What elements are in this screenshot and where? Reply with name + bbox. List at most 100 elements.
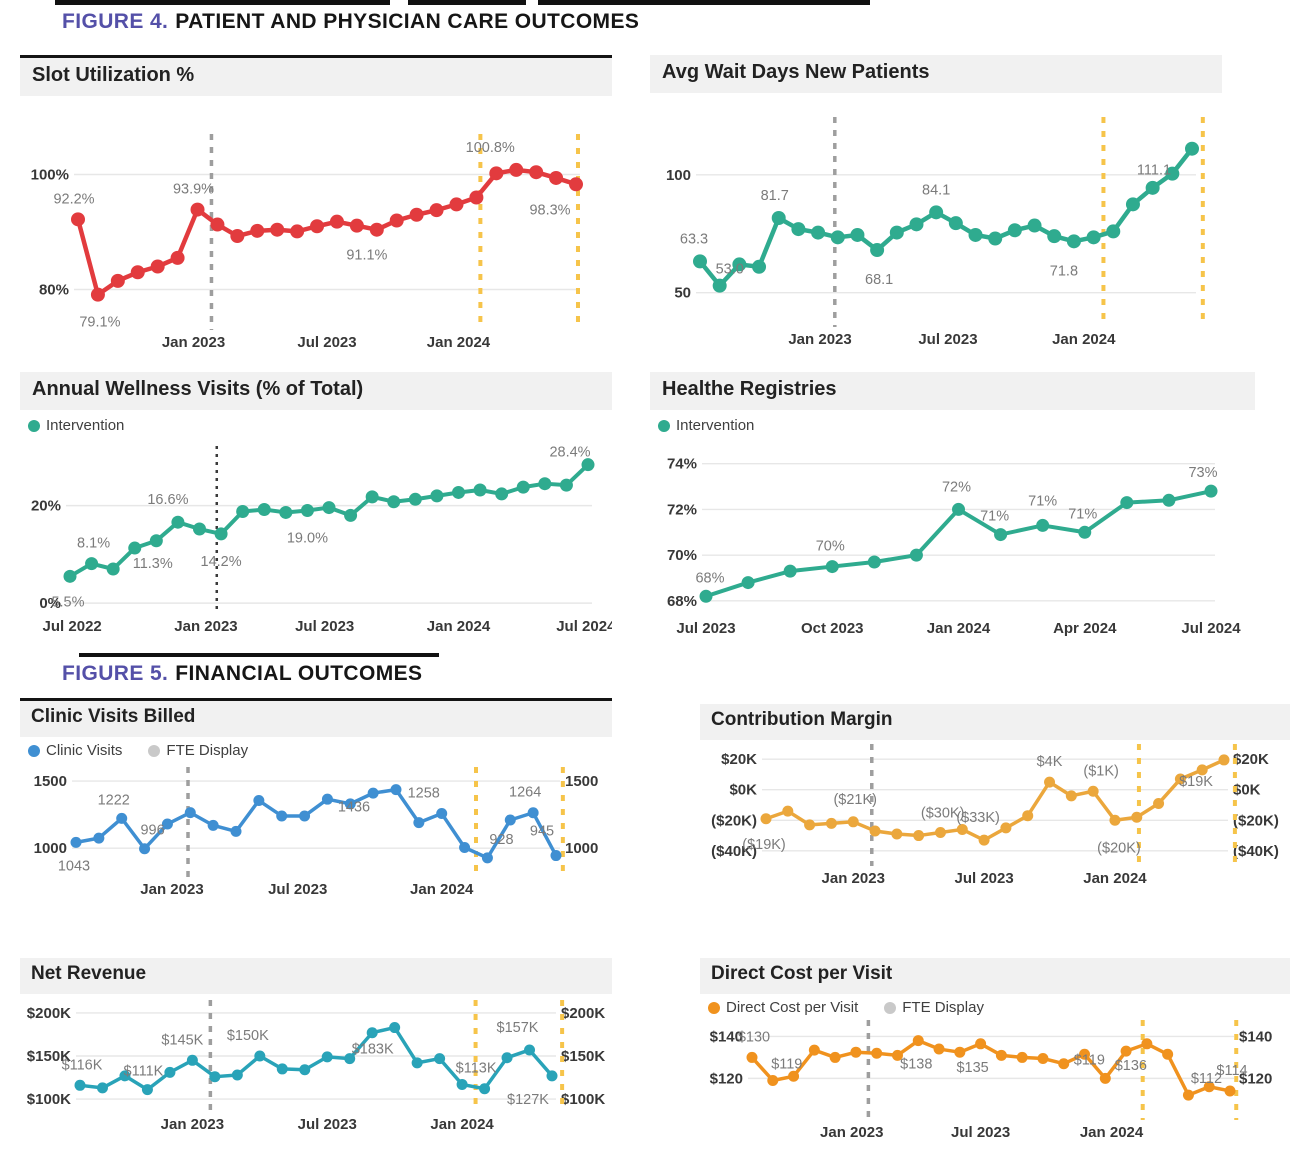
chart-card-net-revenue: Net Revenue $200K $200K $150K $150K $100K $10…	[20, 958, 612, 1136]
svg-text:1222: 1222	[98, 792, 130, 808]
legend-label: Intervention	[676, 417, 755, 434]
chart-card-direct-cost-per-visit: Direct Cost per Visit Direct Cost per Vi…	[700, 958, 1290, 1144]
svg-text:68.1: 68.1	[865, 272, 893, 288]
svg-text:($1K): ($1K)	[1083, 763, 1118, 779]
avg-wait-days-plot: 100 50 63.3 53.0 81.7 68.1 84.1 71.8 111.1 Jan 20…	[666, 117, 1205, 348]
svg-text:$119: $119	[771, 1056, 802, 1072]
svg-text:$19K: $19K	[1179, 774, 1213, 790]
svg-text:$112: $112	[1191, 1071, 1222, 1087]
svg-text:70%: 70%	[667, 547, 697, 564]
svg-text:$120: $120	[1239, 1070, 1272, 1087]
figure5-number: FIGURE 5.	[62, 662, 169, 685]
svg-text:$157K: $157K	[497, 1020, 539, 1036]
chart-legend: Intervention	[650, 410, 1255, 436]
svg-text:50: 50	[674, 285, 691, 302]
svg-text:$138: $138	[900, 1057, 932, 1073]
svg-text:Jan 2023: Jan 2023	[174, 618, 237, 635]
chart-title: Avg Wait Days New Patients	[650, 55, 1222, 93]
svg-text:$140: $140	[1239, 1028, 1272, 1045]
svg-text:Jan 2023: Jan 2023	[162, 334, 225, 351]
legend-dot-icon	[28, 744, 40, 757]
chart-title: Net Revenue	[20, 958, 612, 994]
svg-text:100: 100	[666, 167, 691, 184]
svg-text:Jan 2023: Jan 2023	[140, 881, 203, 898]
svg-text:Jul 2023: Jul 2023	[918, 331, 977, 348]
svg-text:$20K: $20K	[721, 751, 757, 768]
svg-text:$100K: $100K	[27, 1091, 71, 1108]
svg-text:Jan 2023: Jan 2023	[788, 331, 851, 348]
svg-text:73%: 73%	[1188, 465, 1217, 481]
svg-text:$114: $114	[1216, 1063, 1247, 1079]
chart-title: Annual Wellness Visits (% of Total)	[20, 372, 612, 410]
figure5-caption: FIGURE 5. FINANCIAL OUTCOMES	[62, 662, 422, 686]
svg-text:91.1%: 91.1%	[346, 248, 387, 264]
legend-label: FTE Display	[902, 999, 984, 1016]
svg-text:($20K): ($20K)	[1233, 812, 1279, 829]
net-revenue-plot: $200K $200K $150K $150K $100K $100K $116K $111K…	[27, 1000, 605, 1133]
legend-item: Clinic Visits	[28, 742, 122, 759]
chart-title: Contribution Margin	[700, 704, 1290, 740]
legend-item: Direct Cost per Visit	[708, 999, 858, 1016]
svg-text:Jan 2023: Jan 2023	[822, 870, 885, 887]
svg-text:1264: 1264	[509, 785, 541, 801]
svg-text:71%: 71%	[1028, 493, 1057, 509]
svg-text:Jan 2024: Jan 2024	[427, 334, 491, 351]
figure5-title: FINANCIAL OUTCOMES	[175, 662, 423, 685]
svg-text:$119: $119	[1074, 1052, 1105, 1068]
svg-text:1436: 1436	[338, 800, 370, 816]
svg-text:($40K): ($40K)	[1233, 843, 1279, 860]
svg-text:$200K: $200K	[27, 1005, 71, 1022]
svg-text:1000: 1000	[34, 840, 67, 857]
svg-text:$111K: $111K	[124, 1064, 164, 1080]
svg-text:$4K: $4K	[1037, 754, 1063, 770]
chart-title: Healthe Registries	[650, 372, 1255, 410]
svg-text:($20K): ($20K)	[1097, 840, 1141, 856]
svg-text:16.6%: 16.6%	[147, 492, 188, 508]
svg-text:72%: 72%	[667, 501, 697, 518]
svg-text:($33K): ($33K)	[956, 810, 1000, 826]
legend-label: Intervention	[46, 417, 125, 434]
chart-legend: Direct Cost per Visit FTE Display	[700, 994, 1290, 1018]
svg-text:Jan 2024: Jan 2024	[1083, 870, 1147, 887]
svg-text:Jan 2024: Jan 2024	[427, 618, 491, 635]
svg-text:($30K): ($30K)	[921, 806, 965, 822]
cropped-text-fragment	[408, 0, 526, 5]
figure4-caption: FIGURE 4. PATIENT AND PHYSICIAN CARE OUTC…	[62, 10, 639, 34]
slot-utilization-plot: 100% 80% 92.2% 79.1% 93.9% 91.1% 100.8% 98.3% Ja…	[31, 134, 583, 351]
svg-text:111.1: 111.1	[1137, 163, 1171, 179]
svg-text:63.3: 63.3	[680, 231, 708, 247]
figure4-title: PATIENT AND PHYSICIAN CARE OUTCOMES	[175, 10, 640, 33]
cropped-text-fragment	[55, 0, 390, 5]
svg-text:70%: 70%	[816, 539, 845, 555]
chart-legend: Intervention	[20, 410, 612, 436]
svg-text:100.8%: 100.8%	[466, 140, 515, 156]
svg-text:79.1%: 79.1%	[79, 315, 120, 331]
svg-text:928: 928	[489, 832, 513, 848]
legend-dot-icon	[884, 1001, 897, 1014]
svg-text:1000: 1000	[565, 840, 598, 857]
svg-text:Jan 2023: Jan 2023	[820, 1124, 883, 1141]
svg-text:($19K): ($19K)	[742, 837, 786, 853]
svg-text:Jul 2024: Jul 2024	[1181, 620, 1241, 637]
svg-text:$183K: $183K	[352, 1042, 394, 1058]
legend-item: Intervention	[28, 417, 124, 434]
svg-text:5.5%: 5.5%	[51, 594, 84, 610]
svg-text:$140: $140	[710, 1028, 743, 1045]
svg-text:($40K): ($40K)	[711, 843, 757, 860]
svg-text:$150K: $150K	[227, 1028, 269, 1044]
svg-text:80%: 80%	[39, 282, 69, 299]
svg-text:74%: 74%	[667, 456, 697, 473]
legend-dot-icon	[28, 419, 40, 432]
svg-text:($20K): ($20K)	[711, 812, 757, 829]
svg-text:$150K: $150K	[561, 1048, 605, 1065]
svg-text:1043: 1043	[58, 858, 90, 874]
legend-dot-icon	[148, 744, 161, 757]
svg-text:81.7: 81.7	[761, 188, 789, 204]
svg-text:11.3%: 11.3%	[133, 556, 173, 572]
svg-text:Jan 2024: Jan 2024	[927, 620, 991, 637]
legend-label: Clinic Visits	[46, 742, 123, 759]
svg-text:0%: 0%	[39, 595, 61, 612]
svg-text:996: 996	[140, 823, 164, 839]
